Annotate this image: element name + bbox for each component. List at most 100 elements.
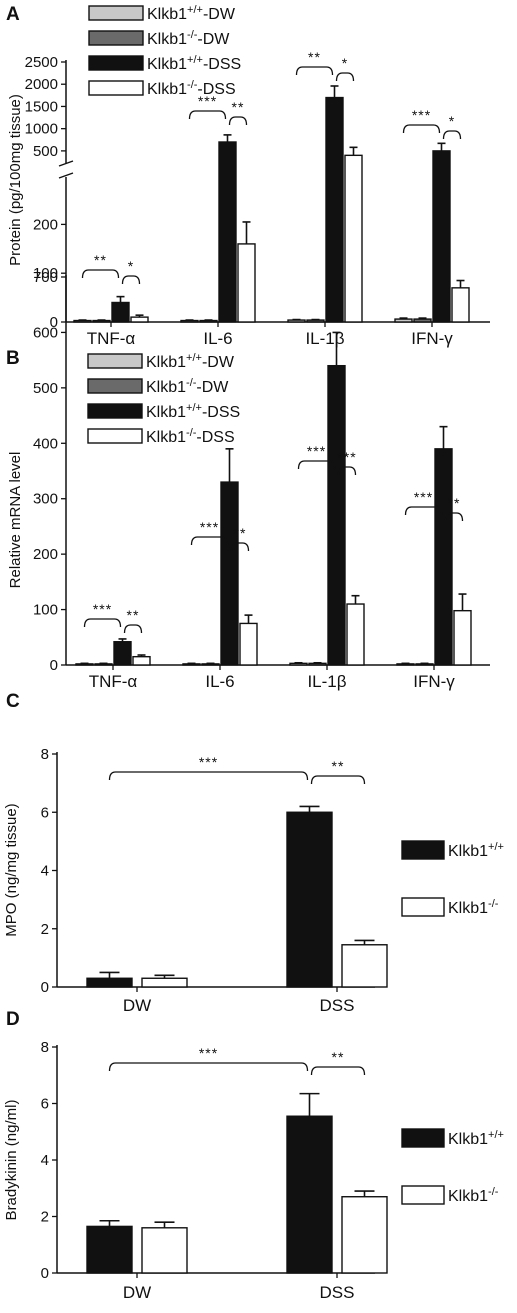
panel-c-x-tick-label: DW: [123, 996, 151, 1015]
panel-c-legend-swatch: [401, 897, 445, 917]
panel-a-y-tick-label: 2000: [25, 76, 58, 93]
panel-d-significance-bracket: [310, 1066, 366, 1076]
panel-a-legend-label: Klkb1+/+-DSS: [147, 54, 241, 73]
panel-a-bar: [287, 319, 306, 323]
panel-a-y-axis-label: Protein (pg/100mg tissue): [7, 94, 24, 266]
panel-b-bar: [132, 655, 151, 666]
panel-a-x-tick-label: TNF-α: [87, 329, 136, 348]
panel-c-significance-bracket: [310, 775, 366, 785]
panel-c-bar: [341, 944, 388, 988]
panel-b-legend-swatch: [87, 428, 143, 444]
panel-b-legend-swatch: [87, 378, 143, 394]
panel-d-bar: [286, 1115, 333, 1274]
panel-b-bar: [453, 609, 472, 666]
panel-a-legend-label: Klkb1-/--DW: [147, 29, 230, 48]
panel-b-bar: [113, 641, 132, 666]
panel-b-legend-swatch: [87, 353, 143, 369]
panel-b-legend-label: Klkb1-/--DSS: [146, 427, 235, 446]
panel-a-axis-break-mark: [58, 172, 74, 179]
panel-a-legend-swatch: [88, 80, 144, 96]
panel-a-legend-swatch: [88, 30, 144, 46]
panel-b-x-tick-label: TNF-α: [89, 672, 138, 691]
panel-a-significance-bracket-label: **: [94, 252, 107, 268]
panel-a-legend-label: Klkb1-/--DSS: [147, 79, 236, 98]
panel-letter-a: A: [6, 4, 20, 25]
panel-c-bar: [86, 977, 133, 988]
panel-c-bar: [286, 811, 333, 988]
panel-b-significance-bracket: [337, 466, 357, 476]
panel-d-y-tick-label: 4: [41, 1152, 49, 1169]
panel-b-significance-bracket: [123, 624, 143, 634]
panel-d-y-axis-label: Bradykinin (ng/ml): [3, 1100, 20, 1221]
panel-a-x-tick-label: IFN-γ: [411, 329, 453, 348]
panel-a-x-tick-label: IL-1β: [305, 329, 344, 348]
panel-a-y-tick-label: 200: [33, 216, 58, 233]
panel-letter-c: C: [6, 691, 20, 712]
panel-a-y-tick-label: 1000: [25, 121, 58, 138]
panel-a-bar: [73, 319, 92, 323]
panel-b-x-tick-label: IL-1β: [307, 672, 346, 691]
panel-b-significance-bracket-label: ***: [200, 519, 219, 535]
panel-b-bar: [415, 663, 434, 666]
panel-a-significance-bracket: [121, 275, 141, 285]
panel-b-significance-bracket-label: ***: [307, 443, 326, 459]
panel-b-significance-bracket-label: **: [234, 525, 247, 541]
panel-b-y-tick-label: 100: [33, 602, 58, 619]
panel-c-significance-bracket: [108, 771, 309, 781]
panel-c-x-tick-label: DSS: [320, 996, 355, 1015]
panel-d-bar: [141, 1227, 188, 1274]
panel-b-significance-bracket: [404, 506, 443, 516]
panel-b-y-tick-label: 300: [33, 491, 58, 508]
panel-c-y-tick-label: 2: [41, 921, 49, 938]
panel-d-legend-label: Klkb1-/-: [448, 1186, 499, 1205]
panel-d-y-tick-label: 0: [41, 1265, 49, 1282]
panel-a-bar: [394, 318, 413, 323]
panel-b-significance-bracket-label: **: [448, 495, 461, 511]
panel-a-significance-bracket-label: **: [232, 99, 245, 115]
panel-b-bar: [308, 662, 327, 666]
panel-b-y-tick-label: 200: [33, 546, 58, 563]
panel-a-x-tick-label: IL-6: [203, 329, 232, 348]
panel-b-bar: [434, 448, 453, 666]
panel-b-legend-label: Klkb1+/+-DW: [146, 352, 235, 371]
panel-d-bar: [341, 1196, 388, 1274]
panel-b-significance-bracket: [190, 536, 229, 546]
panel-a-bar: [180, 319, 199, 323]
panel-b-bar: [239, 622, 258, 666]
panel-d-significance-bracket: [108, 1062, 309, 1072]
panel-a-bar: [92, 319, 111, 323]
panel-c-y-tick-label: 0: [41, 979, 49, 996]
panel-b-legend-label: Klkb1-/--DW: [146, 377, 229, 396]
panel-a-bar: [237, 243, 256, 323]
panel-d-bar: [86, 1225, 133, 1274]
panel-c-y-axis-label: MPO (ng/mg tissue): [3, 803, 20, 936]
panel-a-bar: [325, 96, 344, 323]
panel-b-bar: [346, 603, 365, 666]
panel-letter-b: B: [6, 348, 20, 369]
panel-b-x-tick-label: IL-6: [205, 672, 234, 691]
panel-a-bar: [344, 154, 363, 323]
panel-d-legend-label: Klkb1+/+: [448, 1129, 504, 1148]
panel-b-significance-bracket-label: ***: [337, 449, 356, 465]
panel-b-x-tick-label: IFN-γ: [413, 672, 455, 691]
panel-d-significance-bracket-label: ***: [199, 1045, 218, 1061]
panel-b-bar: [220, 481, 239, 666]
panel-a-bar: [413, 318, 432, 323]
panel-b-y-tick-label: 400: [33, 435, 58, 452]
panel-a-y-tick-label: 2500: [25, 54, 58, 71]
panel-c-legend-label: Klkb1+/+: [448, 841, 504, 860]
panel-b-bar: [327, 364, 346, 666]
panel-b-significance-bracket: [83, 618, 122, 628]
panel-b-y-tick-label: 500: [33, 380, 58, 397]
panel-b-bar: [289, 662, 308, 666]
panel-a-significance-bracket-label: *: [128, 258, 134, 274]
panel-a-bar: [306, 319, 325, 323]
panel-c-y-tick-label: 8: [41, 746, 49, 763]
panel-letter-d: D: [6, 1009, 20, 1030]
panel-c-legend-label: Klkb1-/-: [448, 898, 499, 917]
panel-a-significance-bracket: [335, 72, 355, 82]
panel-b-bar: [94, 663, 113, 666]
panel-c-significance-bracket-label: ***: [199, 754, 218, 770]
panel-b-significance-bracket-label: ***: [414, 489, 433, 505]
